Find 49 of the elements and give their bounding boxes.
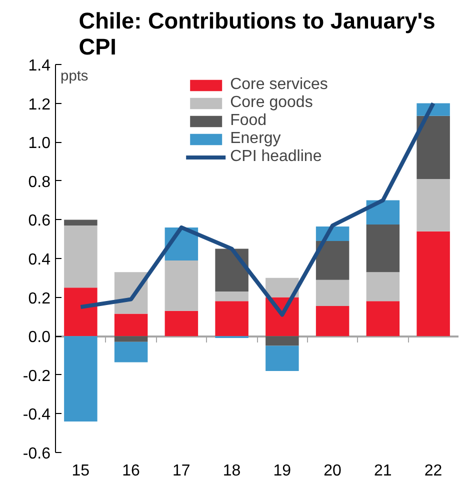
bar xyxy=(316,306,350,336)
bar xyxy=(64,288,98,336)
bar xyxy=(266,336,299,346)
bar xyxy=(316,280,350,306)
bar xyxy=(164,260,198,311)
bar xyxy=(114,314,148,336)
x-tick-label: 18 xyxy=(222,462,241,478)
legend-label: CPI headline xyxy=(230,148,322,166)
annotation: ppts xyxy=(60,68,88,84)
bar xyxy=(366,272,400,302)
y-tick-label: 1.2 xyxy=(28,96,51,114)
chart-title: Chile: Contributions to January's CPI xyxy=(78,8,436,60)
y-tick-label: 0.6 xyxy=(28,212,51,230)
bar xyxy=(215,291,248,302)
bar xyxy=(114,336,148,342)
y-tick-label: -0.2 xyxy=(22,368,51,385)
x-tick-label: 15 xyxy=(72,462,90,478)
bar xyxy=(266,346,299,372)
legend-label: Energy xyxy=(230,130,281,148)
bar xyxy=(416,231,450,336)
bar xyxy=(215,301,248,336)
bar xyxy=(64,336,98,422)
x-tick-label: 17 xyxy=(172,462,190,478)
y-tick-label: 0.0 xyxy=(28,329,51,346)
bar xyxy=(64,226,98,288)
bar xyxy=(114,342,148,362)
y-tick-label: -0.4 xyxy=(22,406,51,424)
legend-label: Food xyxy=(230,112,267,130)
x-tick-label: 19 xyxy=(273,462,292,478)
y-tick-label: 0.4 xyxy=(28,252,51,268)
x-tick-label: 20 xyxy=(324,462,342,478)
legend-label: Core services xyxy=(230,76,328,94)
x-tick-label: 21 xyxy=(374,462,392,478)
bar xyxy=(366,224,400,272)
bar xyxy=(64,220,98,226)
y-tick-label: -0.6 xyxy=(22,446,51,462)
bar xyxy=(164,310,198,336)
bar xyxy=(366,301,400,336)
bar xyxy=(416,178,450,232)
x-tick-label: 22 xyxy=(424,462,442,478)
x-tick-label: 16 xyxy=(122,462,140,478)
legend-label: Core goods xyxy=(230,94,313,112)
bar xyxy=(316,241,350,280)
y-tick-label: 1.4 xyxy=(28,58,51,74)
y-tick-label: 0.2 xyxy=(28,290,51,308)
y-tick-label: 1.0 xyxy=(28,135,51,152)
bar xyxy=(416,116,450,179)
y-tick-label: 0.8 xyxy=(28,174,51,191)
bar xyxy=(215,248,248,292)
